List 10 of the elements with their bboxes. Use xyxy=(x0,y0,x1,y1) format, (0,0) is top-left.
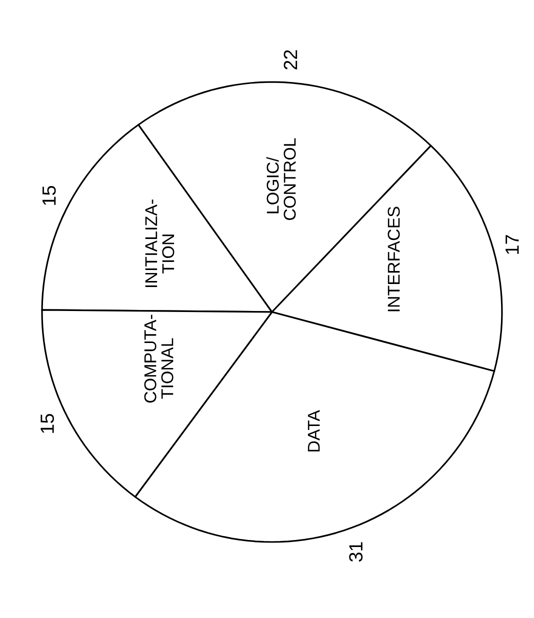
data-label: 31 xyxy=(349,542,363,562)
slice-label: INTERFACES xyxy=(388,206,400,312)
data-label: 15 xyxy=(40,414,54,433)
data-label: 15 xyxy=(42,186,56,205)
slice-label: INITIALIZA-TION xyxy=(145,200,174,288)
slice-label: LOGIC/ CONTROL xyxy=(266,138,296,220)
slice-label: COMPUTA-TIONAL xyxy=(144,314,174,403)
slice-label: DATA xyxy=(308,410,320,452)
data-label: 22 xyxy=(284,50,298,70)
data-label: 17 xyxy=(506,235,519,254)
